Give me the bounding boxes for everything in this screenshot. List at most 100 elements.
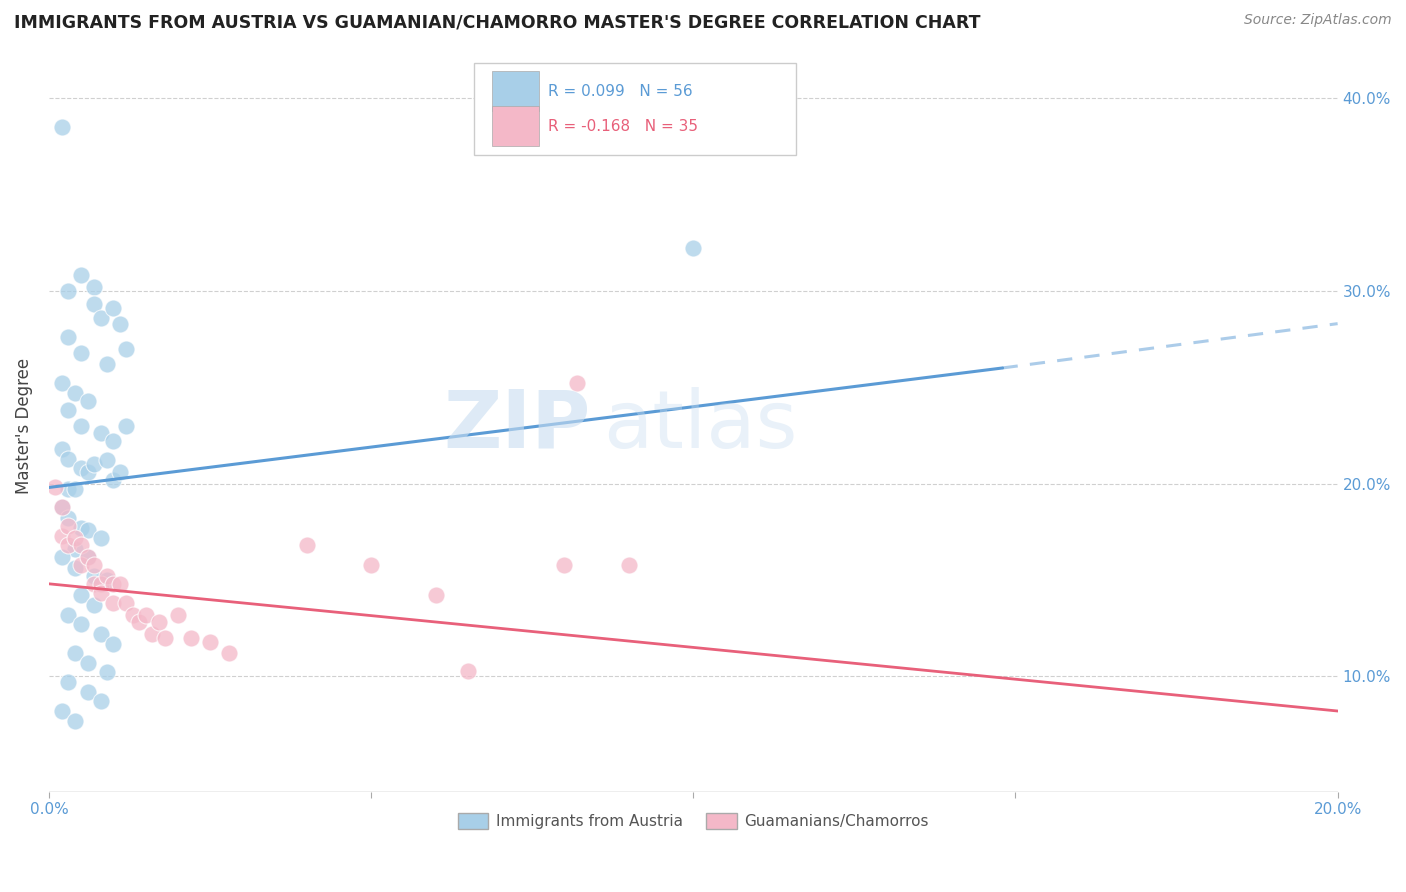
- Point: [58, 538, 80, 552]
- Point: [89, 426, 111, 441]
- Point: [103, 577, 125, 591]
- Point: [83, 280, 105, 294]
- Point: [457, 664, 479, 678]
- Point: [83, 577, 105, 591]
- Point: [63, 542, 86, 557]
- Text: atlas: atlas: [603, 387, 797, 465]
- Point: [51, 549, 73, 564]
- Point: [141, 627, 163, 641]
- Point: [51, 376, 73, 391]
- Point: [63, 531, 86, 545]
- Point: [63, 483, 86, 497]
- Point: [89, 310, 111, 325]
- Point: [89, 627, 111, 641]
- Point: [51, 704, 73, 718]
- Point: [108, 317, 131, 331]
- Point: [58, 519, 80, 533]
- Point: [58, 330, 80, 344]
- Point: [115, 418, 138, 433]
- Point: [148, 615, 170, 630]
- Point: [70, 461, 93, 475]
- Point: [135, 607, 157, 622]
- Point: [96, 573, 118, 587]
- Text: IMMIGRANTS FROM AUSTRIA VS GUAMANIAN/CHAMORRO MASTER'S DEGREE CORRELATION CHART: IMMIGRANTS FROM AUSTRIA VS GUAMANIAN/CHA…: [14, 13, 980, 31]
- Point: [89, 577, 111, 591]
- Point: [682, 242, 704, 256]
- Text: R = -0.168   N = 35: R = -0.168 N = 35: [548, 119, 697, 134]
- Point: [89, 694, 111, 708]
- Point: [51, 500, 73, 514]
- Point: [103, 301, 125, 316]
- Point: [58, 403, 80, 417]
- Point: [83, 297, 105, 311]
- Point: [51, 500, 73, 514]
- Point: [96, 665, 118, 680]
- Point: [63, 561, 86, 575]
- Y-axis label: Master's Degree: Master's Degree: [15, 358, 32, 494]
- Point: [567, 376, 589, 391]
- Point: [76, 549, 98, 564]
- Point: [295, 538, 318, 552]
- Point: [96, 453, 118, 467]
- FancyBboxPatch shape: [492, 71, 538, 111]
- Point: [108, 465, 131, 479]
- Point: [103, 636, 125, 650]
- Point: [83, 558, 105, 572]
- Point: [70, 418, 93, 433]
- Point: [198, 634, 221, 648]
- FancyBboxPatch shape: [474, 63, 796, 155]
- Point: [76, 549, 98, 564]
- Point: [58, 451, 80, 466]
- Point: [76, 684, 98, 698]
- Text: ZIP: ZIP: [443, 387, 591, 465]
- Point: [70, 617, 93, 632]
- Point: [63, 714, 86, 728]
- Point: [103, 473, 125, 487]
- Point: [425, 588, 447, 602]
- Point: [70, 538, 93, 552]
- Point: [70, 521, 93, 535]
- Point: [360, 558, 382, 572]
- Point: [553, 558, 575, 572]
- Point: [44, 480, 66, 494]
- Point: [58, 675, 80, 690]
- Point: [115, 596, 138, 610]
- Point: [70, 345, 93, 359]
- Point: [83, 569, 105, 583]
- Point: [96, 357, 118, 371]
- Point: [128, 615, 150, 630]
- Point: [153, 631, 176, 645]
- Text: R = 0.099   N = 56: R = 0.099 N = 56: [548, 84, 692, 99]
- Point: [218, 646, 240, 660]
- Point: [58, 607, 80, 622]
- Text: Source: ZipAtlas.com: Source: ZipAtlas.com: [1244, 13, 1392, 28]
- Point: [166, 607, 188, 622]
- Point: [76, 523, 98, 537]
- Point: [76, 465, 98, 479]
- Point: [180, 631, 202, 645]
- Point: [51, 528, 73, 542]
- Point: [89, 586, 111, 600]
- Point: [51, 120, 73, 134]
- Legend: Immigrants from Austria, Guamanians/Chamorros: Immigrants from Austria, Guamanians/Cham…: [451, 807, 935, 836]
- Point: [58, 483, 80, 497]
- Point: [96, 569, 118, 583]
- Point: [617, 558, 640, 572]
- Point: [103, 596, 125, 610]
- Point: [63, 646, 86, 660]
- Point: [70, 588, 93, 602]
- Point: [108, 577, 131, 591]
- Point: [76, 656, 98, 670]
- FancyBboxPatch shape: [492, 106, 538, 146]
- Point: [103, 434, 125, 449]
- Point: [58, 511, 80, 525]
- Point: [83, 458, 105, 472]
- Point: [70, 558, 93, 572]
- Point: [58, 284, 80, 298]
- Point: [83, 598, 105, 612]
- Point: [70, 268, 93, 283]
- Point: [76, 393, 98, 408]
- Point: [63, 386, 86, 401]
- Point: [121, 607, 143, 622]
- Point: [51, 442, 73, 456]
